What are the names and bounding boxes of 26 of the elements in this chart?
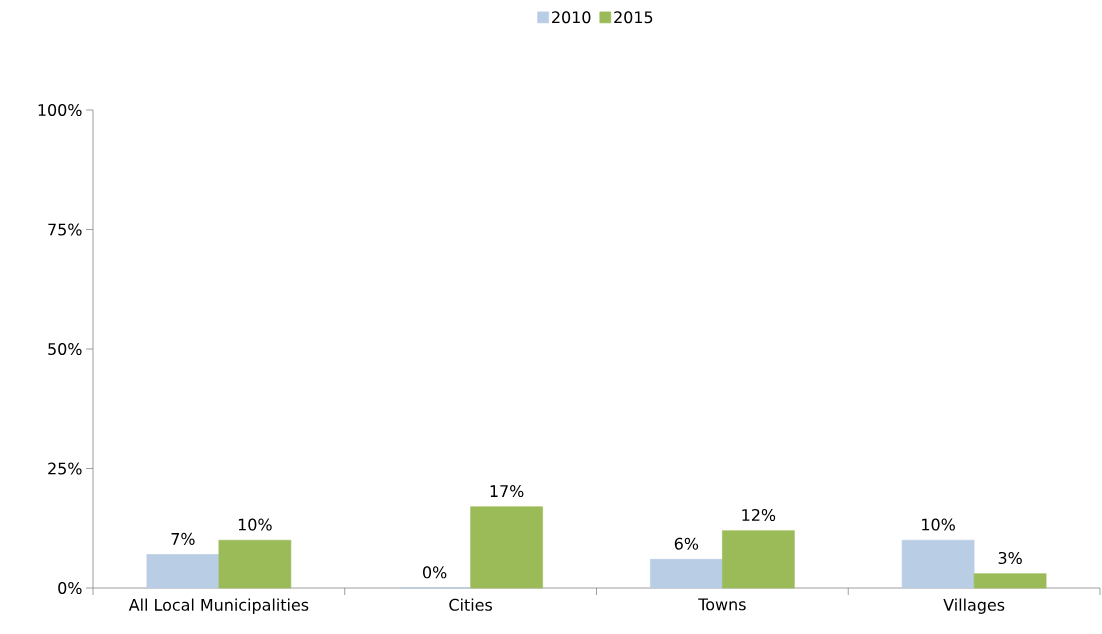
bar [650, 559, 723, 589]
bar [973, 573, 1047, 589]
y-tick-label: 0% [58, 581, 82, 595]
x-tick-label: Villages [943, 598, 1005, 614]
x-tick-label: All Local Municipalities [128, 598, 309, 614]
y-tick-label: 100% [38, 103, 82, 117]
bar [722, 530, 795, 589]
data-label: 0% [423, 566, 447, 579]
y-tick-label: 50% [48, 342, 82, 356]
data-label: 7% [171, 532, 195, 545]
data-label: 10% [922, 518, 955, 531]
x-tick-label: Towns [698, 598, 746, 611]
legend-label: 2010 [552, 11, 591, 24]
bar [146, 554, 220, 589]
data-label: 12% [742, 508, 776, 522]
data-label: 10% [238, 518, 272, 531]
data-label: 3% [998, 551, 1022, 565]
bar [470, 506, 543, 589]
y-tick-label: 75% [48, 223, 82, 236]
bar [218, 539, 292, 589]
bar [901, 539, 975, 589]
x-tick-label: Cities [449, 598, 493, 611]
legend-label: 2015 [614, 11, 653, 24]
y-tick-label: 25% [48, 462, 82, 475]
data-label: 6% [674, 537, 699, 550]
data-label: 17% [490, 485, 524, 498]
